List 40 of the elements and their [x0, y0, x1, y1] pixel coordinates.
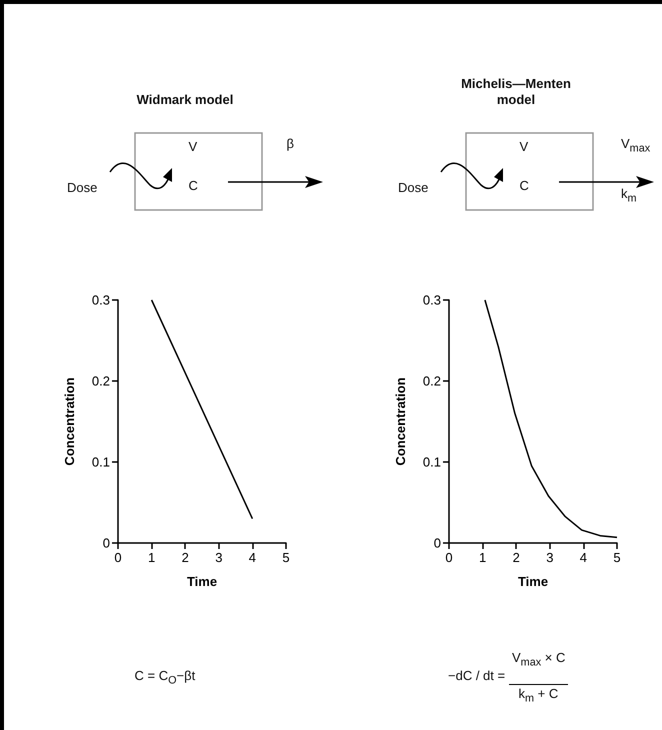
text: V$_{max}$ × C	[512, 650, 566, 669]
text: −dC / dt =	[448, 668, 506, 683]
x-tick-label: 0	[445, 550, 453, 565]
x-tick-label: 2	[182, 550, 189, 565]
text: C	[520, 178, 529, 193]
x-tick-label: 4	[580, 550, 588, 565]
text: k$_{m}$ + C	[518, 686, 558, 705]
text: V	[520, 139, 528, 154]
x-tick-label: 5	[282, 550, 290, 565]
x-tick-label: 3	[546, 550, 554, 565]
y-axis-title: Concentration	[62, 377, 77, 466]
chart-title: Widmark model	[136, 92, 234, 108]
text: k$_{m}$	[621, 186, 637, 205]
x-axis-title: Time	[518, 574, 548, 589]
line-series	[484, 299, 618, 538]
text: C = C$_{O}$−βt	[134, 668, 196, 687]
chart-title: Michelis—Menten model	[460, 76, 572, 108]
y-tick-label: 0	[102, 536, 110, 550]
text: Dose	[398, 180, 428, 195]
x-tick-label: 4	[248, 550, 256, 565]
x-tick-label: 2	[512, 550, 520, 565]
text: C	[188, 178, 198, 193]
text: V$_{max}$	[621, 136, 650, 155]
y-tick-label: 0.2	[92, 374, 110, 388]
text: Dose	[67, 180, 98, 195]
x-tick-label: 0	[114, 550, 122, 565]
x-tick-label: 1	[148, 550, 156, 565]
y-tick-label: 0.2	[422, 374, 441, 388]
y-tick-label: 0.1	[422, 454, 441, 470]
x-axis-title: Time	[186, 574, 218, 589]
x-tick-label: 3	[215, 550, 222, 565]
text: V	[188, 139, 198, 154]
y-tick-label: 0.1	[92, 454, 110, 470]
y-tick-label: 0.3	[422, 292, 441, 308]
y-tick-label: 0.3	[92, 292, 110, 308]
y-tick-label: 0	[434, 536, 441, 550]
x-tick-label: 1	[478, 550, 486, 565]
x-tick-label: 5	[613, 550, 621, 565]
y-axis-title: Concentration	[393, 377, 408, 466]
text: β	[286, 136, 294, 151]
